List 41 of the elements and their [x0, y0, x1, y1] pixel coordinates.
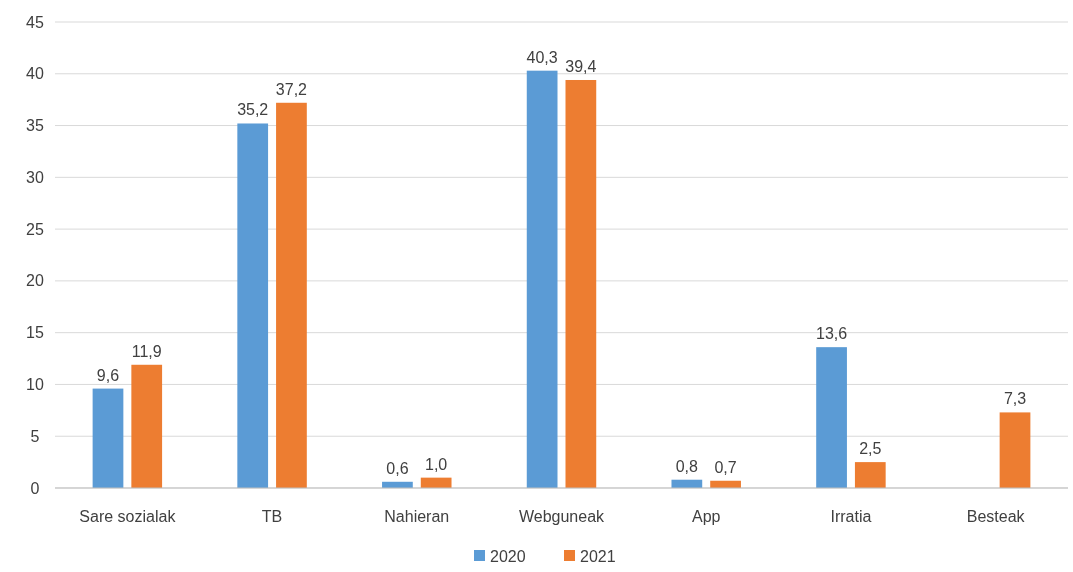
x-tick-label: Sare sozialak: [79, 508, 177, 525]
bar: [92, 388, 124, 488]
y-tick-label: 10: [26, 376, 44, 394]
y-tick-label: 35: [26, 117, 44, 135]
data-label: 0,8: [675, 457, 699, 475]
data-label: 0,6: [386, 459, 409, 477]
bar: [816, 347, 847, 488]
bar: [999, 412, 1031, 488]
x-tick-label: App: [691, 508, 721, 525]
y-tick-label: 15: [26, 324, 44, 342]
bar: [565, 79, 597, 488]
data-label: 2,5: [859, 440, 882, 458]
y-tick-label: 25: [26, 220, 44, 238]
data-label: 1,0: [425, 455, 448, 473]
data-label: 13,6: [815, 325, 848, 343]
data-label: 7,3: [1003, 390, 1027, 408]
data-label: 37,2: [275, 80, 308, 98]
data-label: 35,2: [237, 101, 269, 119]
data-label: 40,3: [526, 48, 558, 66]
y-tick-label: 30: [26, 168, 44, 186]
bar: [276, 102, 307, 488]
x-tick-label: TB: [261, 508, 283, 525]
x-tick-label: Nahieran: [384, 508, 450, 525]
y-tick-label: 0: [30, 479, 40, 497]
y-tick-label: 5: [30, 427, 40, 445]
x-tick-label: Besteak: [966, 508, 1026, 525]
y-tick-label: 40: [26, 65, 44, 83]
bar: [237, 123, 269, 488]
data-label: 0,7: [714, 458, 737, 476]
bar: [131, 364, 163, 488]
data-label: 9,6: [96, 366, 120, 384]
bar: [854, 462, 886, 488]
data-label: 11,9: [131, 342, 162, 360]
y-tick-label: 45: [26, 13, 44, 31]
x-tick-label: Webguneak: [518, 508, 606, 525]
legend-label: 2020: [490, 547, 526, 565]
bar: [526, 70, 558, 488]
data-label: 39,4: [565, 57, 597, 75]
x-tick-label: Irratia: [830, 508, 872, 525]
legend-label: 2021: [580, 547, 616, 565]
y-tick-label: 20: [26, 272, 44, 290]
